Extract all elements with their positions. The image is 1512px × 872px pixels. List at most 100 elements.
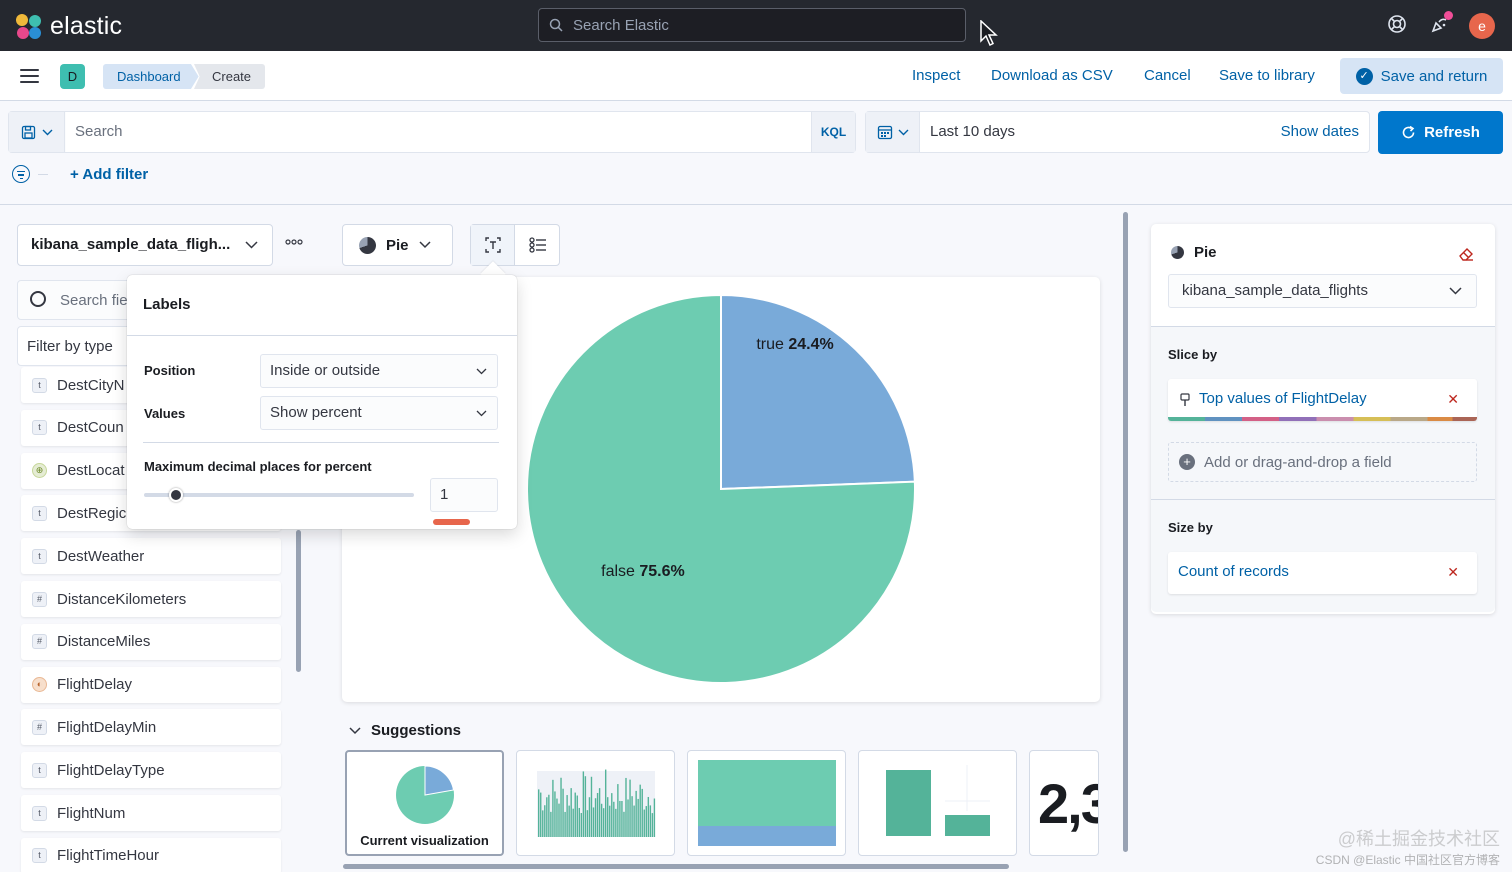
index-pattern-picker[interactable]: kibana_sample_data_fligh... <box>17 224 273 266</box>
cancel-link[interactable]: Cancel <box>1144 67 1191 84</box>
position-value: Inside or outside <box>270 362 381 379</box>
global-search-input[interactable]: Search Elastic <box>538 8 966 42</box>
position-select[interactable]: Inside or outside <box>260 354 498 388</box>
suggestion-column[interactable] <box>858 750 1017 856</box>
chevron-down-icon <box>42 129 52 135</box>
workspace-scrollbar[interactable] <box>1123 212 1128 852</box>
download-csv-link[interactable]: Download as CSV <box>991 67 1113 84</box>
field-list-item[interactable]: t FlightNum <box>21 795 281 831</box>
suggestion-bar-histogram[interactable] <box>516 750 675 856</box>
index-pattern-name: kibana_sample_data_fligh... <box>31 236 231 253</box>
watermark-line1: @稀土掘金技术社区 <box>1337 829 1500 849</box>
breadcrumb-dashboard[interactable]: Dashboard <box>103 64 199 89</box>
toolbar-divider <box>0 204 1512 205</box>
more-options-icon[interactable] <box>285 232 303 250</box>
popover-title: Labels <box>143 296 191 313</box>
watermark: @稀土掘金技术社区 CSDN @Elastic 中国社区官方博客 <box>1316 825 1500 868</box>
newsfeed-icon[interactable] <box>1430 14 1450 34</box>
refresh-button[interactable]: Refresh <box>1378 111 1503 154</box>
layer-header: Pie <box>1171 244 1217 261</box>
slice-by-value: Top values of FlightDelay <box>1199 390 1367 407</box>
calendar-icon <box>877 125 892 140</box>
field-list-scrollbar[interactable] <box>296 530 301 672</box>
search-icon <box>30 291 46 307</box>
layer-index-pattern-value: kibana_sample_data_flights <box>1182 282 1368 299</box>
add-field-label: Add or drag-and-drop a field <box>1204 453 1392 471</box>
field-name: DestRegic <box>57 504 127 522</box>
field-list-item[interactable]: t FlightDelayType <box>21 752 281 789</box>
time-range-text[interactable]: Last 10 days <box>930 123 1016 140</box>
labels-options-button[interactable] <box>471 225 515 265</box>
remove-dimension-icon[interactable]: ✕ <box>1447 564 1459 580</box>
show-dates-link[interactable]: Show dates <box>1280 123 1359 140</box>
query-search-input[interactable]: Search <box>66 112 812 152</box>
size-by-dimension[interactable]: Count of records ✕ <box>1168 552 1477 594</box>
decimal-places-label: Maximum decimal places for percent <box>144 459 372 474</box>
date-picker: Last 10 days Show dates <box>865 111 1370 153</box>
saved-query-button[interactable] <box>9 112 65 152</box>
user-avatar[interactable]: e <box>1469 13 1495 39</box>
app-navbar: D Dashboard Create Inspect Download as C… <box>0 51 1512 101</box>
decimal-places-input[interactable]: 1 <box>430 478 498 512</box>
suggestion-metric[interactable]: 2,3 <box>1029 750 1099 856</box>
suggestion-current[interactable]: Current visualization <box>345 750 504 856</box>
size-by-value: Count of records <box>1178 563 1289 580</box>
decimal-places-slider[interactable] <box>144 493 414 497</box>
elastic-logo[interactable]: elastic <box>16 12 122 41</box>
field-list-item[interactable]: # FlightDelayMin <box>21 709 281 746</box>
filter-options-icon[interactable] <box>12 165 30 183</box>
pie-slice-false[interactable] <box>526 293 916 684</box>
quick-select-button[interactable] <box>866 112 920 152</box>
field-list-item[interactable]: t FlightTimeHour <box>21 837 281 872</box>
save-to-library-link[interactable]: Save to library <box>1219 67 1315 84</box>
save-and-return-button[interactable]: ✓ Save and return <box>1340 58 1503 94</box>
slider-thumb[interactable] <box>169 488 183 502</box>
clear-layer-icon[interactable] <box>1458 246 1474 262</box>
field-list-item[interactable]: ◐ FlightDelay <box>21 666 281 703</box>
chevron-down-icon <box>476 355 487 387</box>
menu-toggle-icon[interactable] <box>20 69 39 87</box>
chevron-down-icon <box>898 129 908 135</box>
check-icon: ✓ <box>1355 67 1373 85</box>
popover-divider <box>127 335 517 336</box>
field-list-item[interactable]: # DistanceMiles <box>21 623 281 660</box>
pie-chart-icon <box>1171 246 1184 259</box>
search-icon <box>549 18 563 32</box>
suggestions-title: Suggestions <box>371 722 462 739</box>
query-bar: Search KQL <box>8 111 856 153</box>
filter-row: + Add filter <box>12 165 148 183</box>
add-filter-button[interactable]: + Add filter <box>70 165 149 183</box>
filter-separator <box>38 173 48 175</box>
suggestions-toggle[interactable]: Suggestions <box>349 722 461 739</box>
labels-popover: Labels Position Inside or outside Values… <box>127 275 517 529</box>
field-name: DestLocat <box>57 462 125 480</box>
chevron-down-icon <box>1449 275 1462 307</box>
query-language-button[interactable]: KQL <box>811 112 855 152</box>
add-field-dropzone[interactable]: + Add or drag-and-drop a field <box>1168 442 1477 482</box>
chevron-down-icon <box>245 225 258 265</box>
field-name: FlightTimeHour <box>57 847 159 865</box>
legend-options-button[interactable] <box>516 225 560 265</box>
help-icon[interactable] <box>1387 14 1407 34</box>
field-name: DestCoun <box>57 419 124 437</box>
values-select[interactable]: Show percent <box>260 396 498 430</box>
remove-dimension-icon[interactable]: ✕ <box>1447 391 1459 407</box>
field-name: FlightNum <box>57 804 126 822</box>
slice-by-dimension[interactable]: Top values of FlightDelay ✕ <box>1168 379 1477 421</box>
space-avatar[interactable]: D <box>60 64 85 89</box>
field-list-item[interactable]: # DistanceKilometers <box>21 581 281 617</box>
color-palette-bar <box>1168 417 1477 421</box>
pie-chart[interactable]: true 24.4% false 75.6% <box>342 277 1100 702</box>
layer-index-pattern-select[interactable]: kibana_sample_data_flights <box>1168 274 1477 308</box>
field-type-icon: t <box>32 762 47 778</box>
inspect-link[interactable]: Inspect <box>912 67 961 84</box>
suggestion-stacked-bar[interactable] <box>687 750 846 856</box>
chart-type-switcher[interactable]: Pie <box>342 224 453 266</box>
metric-preview-text: 2,3 <box>1038 772 1098 835</box>
field-type-icon: t <box>32 805 47 821</box>
pie-slice-true[interactable] <box>720 293 916 491</box>
field-name: FlightDelay <box>57 676 133 694</box>
field-list-item[interactable]: t DestWeather <box>21 538 281 575</box>
suggestion-stacked-thumbnail <box>698 760 836 846</box>
suggestions-scrollbar[interactable] <box>343 864 1009 869</box>
